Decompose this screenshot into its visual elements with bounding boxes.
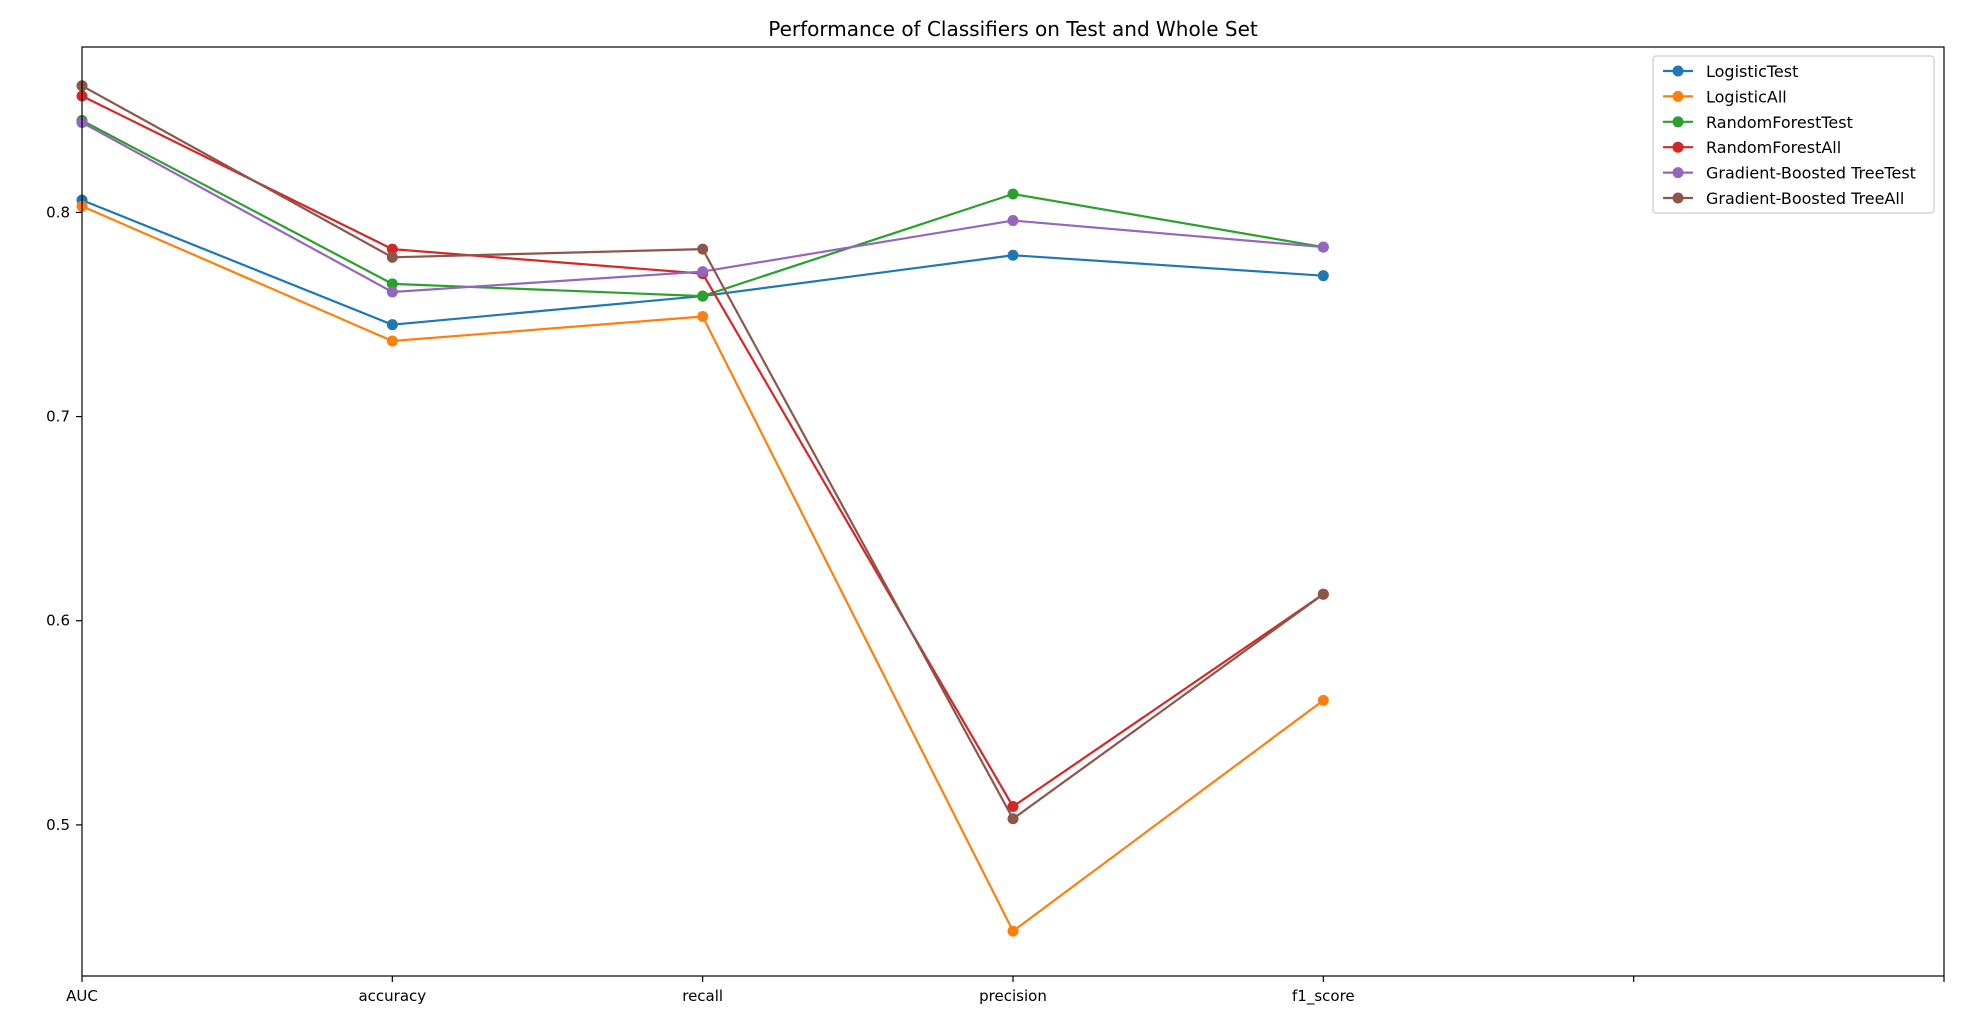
series-4 xyxy=(76,117,1329,298)
legend-box xyxy=(1652,55,1935,214)
series-line xyxy=(81,84,1324,820)
y-tick-label: 0.5 xyxy=(46,816,70,834)
y-tick-label: 0.7 xyxy=(46,408,70,426)
data-point xyxy=(1007,249,1019,261)
data-point xyxy=(1317,270,1329,282)
legend-item: Gradient-Boosted TreeAll xyxy=(1663,189,1904,208)
legend-swatch-marker xyxy=(1672,192,1684,204)
legend-item: RandomForestTest xyxy=(1663,113,1853,132)
legend-swatch-marker xyxy=(1672,90,1684,102)
legend-swatch-marker xyxy=(1672,65,1684,77)
legend-label: RandomForestTest xyxy=(1706,113,1853,132)
x-tick-label: recall xyxy=(682,987,723,1005)
x-tick-label: f1_score xyxy=(1292,987,1355,1006)
series-5 xyxy=(76,80,1329,825)
y-tick-label: 0.6 xyxy=(46,612,70,630)
data-point xyxy=(386,251,398,263)
legend-item: LogisticAll xyxy=(1663,87,1787,106)
x-tick-label: AUC xyxy=(66,987,98,1005)
plot-area xyxy=(76,80,1329,937)
legend: LogisticTest LogisticAll RandomForestTest R… xyxy=(1652,55,1935,214)
x-tick-label: precision xyxy=(979,987,1047,1005)
legend-label: Gradient-Boosted TreeTest xyxy=(1706,164,1916,183)
data-point xyxy=(697,290,709,302)
series-3 xyxy=(76,90,1329,813)
legend-swatch-marker xyxy=(1672,141,1684,153)
legend-label: Gradient-Boosted TreeAll xyxy=(1706,189,1904,208)
data-point xyxy=(1317,588,1329,600)
legend-item: LogisticTest xyxy=(1663,62,1798,81)
data-point xyxy=(386,286,398,298)
chart-title: Performance of Classifiers on Test and W… xyxy=(768,17,1258,41)
data-point xyxy=(386,335,398,347)
y-tick-label: 0.8 xyxy=(46,203,70,221)
legend-label: RandomForestAll xyxy=(1706,138,1841,157)
data-point xyxy=(1007,925,1019,937)
data-point xyxy=(1007,188,1019,200)
legend-label: LogisticAll xyxy=(1706,87,1787,106)
data-point xyxy=(697,266,709,278)
x-tick-label: accuracy xyxy=(358,987,426,1005)
data-point xyxy=(386,278,398,290)
series-line xyxy=(81,95,1324,808)
series-1 xyxy=(76,200,1329,937)
data-point xyxy=(1007,801,1019,813)
data-point xyxy=(697,311,709,323)
legend-swatch-marker xyxy=(1672,116,1684,128)
data-point xyxy=(386,319,398,331)
legend-swatch-marker xyxy=(1672,167,1684,179)
data-point xyxy=(1007,215,1019,227)
data-point xyxy=(1007,813,1019,825)
legend-item: RandomForestAll xyxy=(1663,138,1841,157)
data-point xyxy=(1317,241,1329,253)
data-point xyxy=(386,243,398,255)
axes: AUC accuracy recall precision f1_score 0.5 0.6… xyxy=(46,46,1945,1006)
legend-label: LogisticTest xyxy=(1706,62,1798,81)
data-point xyxy=(697,243,709,255)
legend-item: Gradient-Boosted TreeTest xyxy=(1663,164,1916,183)
data-point xyxy=(1317,694,1329,706)
